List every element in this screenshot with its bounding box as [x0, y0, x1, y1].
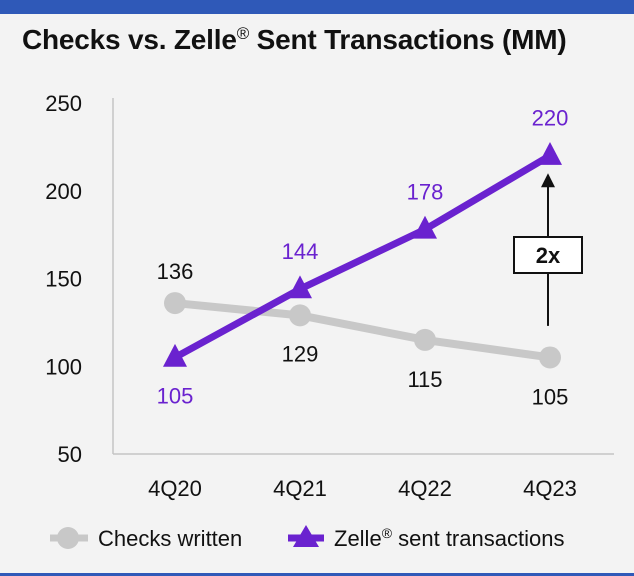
- checks-point: [164, 292, 186, 315]
- y-tick-label: 250: [45, 91, 82, 116]
- series-line-checks: [171, 299, 554, 362]
- growth-annotation: 2x: [513, 173, 583, 326]
- x-tick-label: 4Q21: [273, 476, 327, 501]
- checks-point: [289, 304, 311, 327]
- series-lines: [171, 152, 554, 362]
- x-tick-label: 4Q22: [398, 476, 452, 501]
- zelle-point: [288, 275, 312, 299]
- checks-data-label: 115: [407, 367, 442, 392]
- x-axis-ticks: 4Q20 4Q21 4Q22 4Q23: [148, 476, 577, 501]
- checks-point: [539, 346, 561, 369]
- data-labels: 136 129 115 105 105 144 178 220: [157, 106, 569, 410]
- series-line-zelle: [171, 152, 554, 361]
- y-tick-label: 100: [45, 354, 82, 379]
- legend-zelle-marker: [293, 525, 319, 547]
- chart-title: Checks vs. Zelle® Sent Transactions (MM): [22, 24, 567, 56]
- zelle-data-label: 105: [157, 383, 194, 408]
- zelle-data-label: 178: [407, 179, 444, 204]
- axes: [112, 98, 614, 455]
- chart-title-main: Checks vs. Zelle: [22, 24, 237, 55]
- checks-data-label: 129: [282, 341, 319, 366]
- legend: Checks written Zelle® sent transactions: [50, 525, 564, 551]
- chart-title-registered-mark: ®: [236, 24, 250, 43]
- zelle-data-label: 220: [532, 106, 569, 131]
- checks-point: [414, 328, 436, 351]
- annotation-label: 2x: [536, 243, 561, 268]
- x-tick-label: 4Q20: [148, 476, 202, 501]
- chart-title-rest: Sent Transactions (MM): [249, 24, 567, 55]
- zelle-point: [163, 343, 187, 367]
- top-accent-bar: [0, 0, 634, 14]
- checks-data-label: 136: [157, 259, 194, 284]
- legend-checks-marker: [57, 527, 79, 549]
- legend-checks-label: Checks written: [98, 526, 242, 551]
- series-markers: [163, 142, 562, 369]
- zelle-data-label: 144: [282, 239, 319, 264]
- y-axis-ticks: 250 200 150 100 50: [45, 91, 82, 467]
- legend-zelle-label: Zelle® sent transactions: [334, 525, 564, 551]
- zelle-point: [413, 215, 437, 239]
- annotation-box: [513, 236, 583, 274]
- y-tick-label: 50: [58, 442, 82, 467]
- annotation-arrow-head: [541, 173, 555, 188]
- x-tick-label: 4Q23: [523, 476, 577, 501]
- zelle-point: [538, 142, 562, 165]
- y-tick-label: 200: [45, 179, 82, 204]
- checks-data-label: 105: [532, 384, 569, 409]
- y-tick-label: 150: [45, 267, 82, 292]
- bottom-accent-bar: [0, 573, 634, 576]
